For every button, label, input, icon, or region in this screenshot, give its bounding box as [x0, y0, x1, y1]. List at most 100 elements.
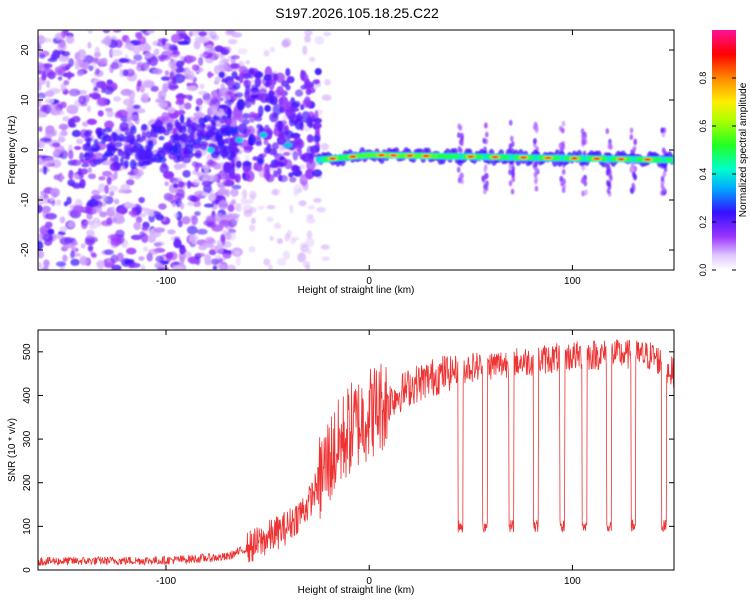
- heat-cell: [294, 118, 304, 130]
- heat-cell: [120, 184, 131, 191]
- heat-cell: [192, 200, 202, 208]
- heat-cell: [274, 222, 282, 229]
- colorbar-tick-label: 0.2: [698, 216, 708, 229]
- heat-cell: [113, 141, 123, 148]
- heat-cell: [113, 154, 119, 165]
- heat-cell: [310, 145, 320, 154]
- heat-cell: [173, 238, 182, 249]
- heat-cell: [196, 126, 204, 133]
- heat-cell: [80, 243, 86, 249]
- heat-cell: [218, 71, 225, 79]
- heat-cell: [285, 68, 291, 77]
- heat-cell: [242, 118, 250, 125]
- heat-cell: [175, 188, 185, 198]
- heat-cell: [259, 132, 268, 138]
- heat-cell: [187, 201, 195, 207]
- heat-cell: [47, 103, 59, 108]
- heat-cell: [250, 217, 256, 224]
- heat-cell: [57, 76, 63, 81]
- heat-cell: [243, 79, 249, 86]
- heat-cell: [265, 164, 271, 172]
- heat-cell: [95, 68, 100, 75]
- heat-cell: [306, 159, 316, 172]
- heat-cell: [60, 82, 67, 93]
- heat-cell: [242, 161, 252, 167]
- heat-cell: [55, 261, 67, 267]
- heat-cell: [87, 30, 94, 34]
- heat-cell: [223, 90, 229, 100]
- heat-cell: [88, 65, 94, 72]
- heat-cell: [278, 97, 284, 106]
- heat-cell: [306, 217, 316, 224]
- heat-cell: [68, 149, 74, 160]
- heat-cell: [406, 154, 413, 157]
- spectrogram-xlabel: Height of straight line (km): [298, 285, 415, 296]
- heat-cell: [66, 196, 72, 205]
- heat-cell: [198, 140, 209, 147]
- heat-cell: [286, 101, 293, 108]
- heat-cell: [193, 39, 201, 50]
- heat-cell: [203, 203, 215, 208]
- heat-cell: [177, 109, 186, 115]
- heat-cell: [276, 258, 287, 266]
- heat-cell: [300, 71, 307, 82]
- heat-cell: [139, 231, 146, 237]
- heat-cell: [478, 154, 484, 160]
- heat-cell: [90, 92, 100, 100]
- heat-cell: [251, 84, 258, 91]
- heat-cell: [128, 174, 135, 180]
- heat-cell: [234, 92, 244, 98]
- heat-cell: [483, 183, 487, 190]
- heat-cell: [38, 50, 50, 58]
- heat-cell: [182, 169, 191, 178]
- heat-cell: [607, 166, 612, 173]
- heat-cell: [321, 256, 330, 262]
- spectrogram-xtick-label: 100: [564, 276, 581, 287]
- heat-cell: [45, 98, 55, 104]
- heat-cell: [67, 71, 72, 81]
- heat-cell: [297, 188, 302, 193]
- heat-cell: [68, 58, 75, 67]
- spectrogram-heat: [38, 30, 674, 270]
- heat-cell: [304, 34, 311, 43]
- heat-cell: [238, 146, 244, 154]
- heat-cell: [511, 172, 515, 179]
- heat-cell: [149, 56, 159, 67]
- heat-cell: [133, 221, 142, 231]
- heat-cell: [508, 163, 513, 170]
- heat-cell: [68, 88, 81, 97]
- heat-cell: [222, 252, 232, 259]
- heat-cell: [561, 120, 566, 127]
- heat-cell: [135, 31, 143, 39]
- heat-cell: [43, 259, 50, 268]
- heat-cell: [242, 189, 248, 199]
- heat-cell: [113, 96, 122, 102]
- heat-cell: [97, 58, 104, 68]
- heat-cell: [168, 61, 173, 68]
- heat-cell: [44, 221, 53, 229]
- heat-cell: [97, 130, 103, 140]
- heat-cell: [98, 183, 106, 193]
- heat-cell: [128, 210, 138, 216]
- heat-cell: [329, 157, 336, 160]
- heat-cell: [171, 202, 177, 208]
- heat-cell: [264, 81, 271, 88]
- heat-cell: [141, 123, 148, 131]
- heat-cell: [172, 127, 178, 135]
- heat-cell: [106, 217, 113, 226]
- heat-cell: [257, 105, 264, 117]
- heat-cell: [237, 48, 248, 55]
- heat-cell: [47, 57, 58, 63]
- heat-cell: [284, 108, 294, 117]
- heat-cell: [484, 131, 489, 138]
- heat-cell: [38, 204, 43, 214]
- heat-cell: [186, 85, 198, 91]
- heat-cell: [293, 137, 303, 147]
- heat-cell: [224, 230, 232, 237]
- heat-cell: [196, 228, 208, 235]
- heat-cell: [191, 64, 200, 71]
- heat-cell: [132, 104, 141, 109]
- heat-cell: [173, 212, 179, 218]
- heat-cell: [116, 208, 128, 214]
- heat-cell: [227, 39, 238, 45]
